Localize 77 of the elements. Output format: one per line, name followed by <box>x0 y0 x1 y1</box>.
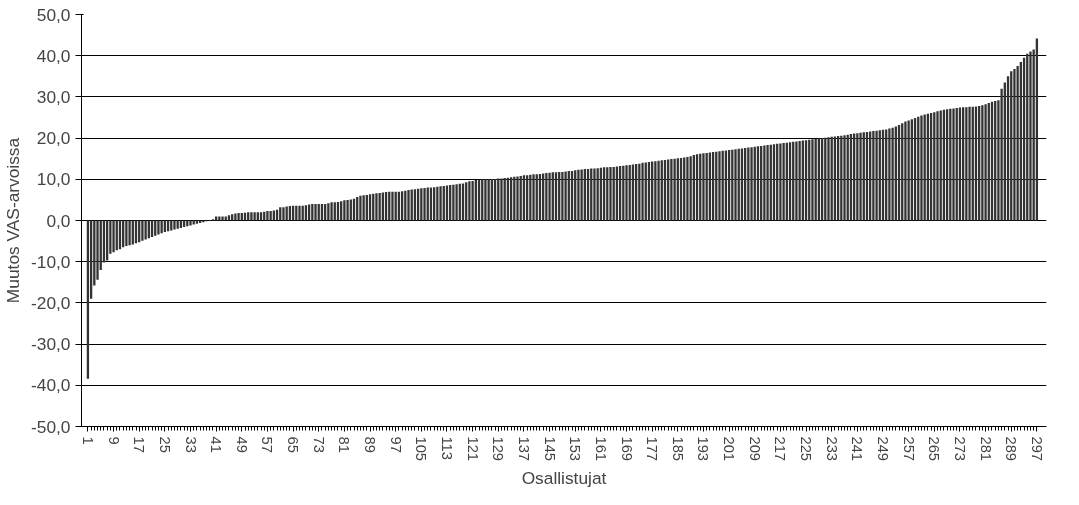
bar <box>282 207 285 221</box>
x-tick-label: 225 <box>798 436 815 461</box>
x-tick-label: 209 <box>746 436 763 461</box>
x-tick-label: 73 <box>310 436 327 453</box>
x-tick-label: 121 <box>464 436 481 461</box>
bar <box>237 213 240 221</box>
bar <box>333 202 336 221</box>
x-tick-label: 289 <box>1003 436 1020 461</box>
y-tick-label: -40,0 <box>31 375 71 396</box>
x-tick-label: 281 <box>977 436 994 461</box>
bar <box>247 212 250 221</box>
y-tick-label: -50,0 <box>31 416 71 437</box>
x-tick-label: 257 <box>900 436 917 461</box>
bar <box>259 212 263 221</box>
bar <box>266 211 269 221</box>
x-tick-label: 17 <box>131 436 148 453</box>
x-tick-label: 249 <box>874 436 891 461</box>
x-tick-label: 193 <box>695 436 712 461</box>
y-tick-label: -10,0 <box>31 251 71 272</box>
bar <box>263 211 266 221</box>
bar <box>234 213 237 221</box>
x-tick-label: 65 <box>285 436 302 453</box>
y-tick-label: 0,0 <box>46 210 71 231</box>
bar <box>1016 66 1019 221</box>
bar <box>250 212 253 221</box>
y-tick-label: 10,0 <box>36 169 71 190</box>
bar <box>279 207 282 221</box>
x-tick-label: 137 <box>515 436 532 461</box>
x-tick-label: 161 <box>592 436 609 461</box>
x-tick-label: 153 <box>567 436 584 461</box>
y-tick-label: -20,0 <box>31 292 71 313</box>
x-tick-label: 81 <box>336 436 353 453</box>
bar <box>307 204 311 221</box>
x-tick-label: 57 <box>259 436 276 453</box>
x-tick-label: 297 <box>1028 436 1045 461</box>
x-tick-label: 265 <box>926 436 943 461</box>
x-tick-label: 201 <box>721 436 738 461</box>
bar <box>218 216 221 221</box>
x-tick-label: 177 <box>644 436 661 461</box>
x-tick-label: 217 <box>772 436 789 461</box>
x-tick-label: 145 <box>541 436 558 461</box>
bar <box>227 215 231 221</box>
y-tick-label: 20,0 <box>36 128 71 149</box>
x-tick-label: 105 <box>413 436 430 461</box>
x-axis-title: Osallistujat <box>521 467 607 488</box>
x-tick-label: 113 <box>438 436 455 460</box>
x-tick-label: 33 <box>182 436 199 453</box>
x-tick-label: 89 <box>362 436 379 453</box>
x-tick-label: 233 <box>823 436 840 461</box>
x-tick-label: 25 <box>156 436 173 453</box>
y-tick-label: 50,0 <box>36 4 71 25</box>
bar <box>349 199 352 221</box>
x-tick-label: 169 <box>618 436 635 461</box>
x-tick-label: 185 <box>669 436 686 461</box>
bar <box>256 212 259 221</box>
bar <box>221 216 224 221</box>
x-tick-label: 97 <box>387 436 404 453</box>
bar <box>346 199 349 221</box>
x-tick-label: 49 <box>233 436 250 453</box>
bar <box>330 202 333 221</box>
bar <box>253 212 256 221</box>
y-axis-title: Muutos VAS-arvoissa <box>3 137 23 304</box>
x-tick-label: 1 <box>79 436 96 445</box>
bar <box>285 206 288 221</box>
bar <box>224 216 227 221</box>
x-tick-label: 9 <box>105 436 122 445</box>
x-tick-label: 129 <box>490 436 507 461</box>
x-tick-label: 241 <box>849 436 866 461</box>
y-tick-label: 40,0 <box>36 45 71 66</box>
y-tick-label: 30,0 <box>36 86 71 107</box>
x-tick-label: 273 <box>951 436 968 461</box>
x-tick-label: 41 <box>208 436 225 453</box>
bar <box>215 216 218 221</box>
y-tick-label: -30,0 <box>31 334 71 355</box>
bar <box>240 213 243 221</box>
bar <box>304 205 308 221</box>
bar <box>231 214 234 221</box>
